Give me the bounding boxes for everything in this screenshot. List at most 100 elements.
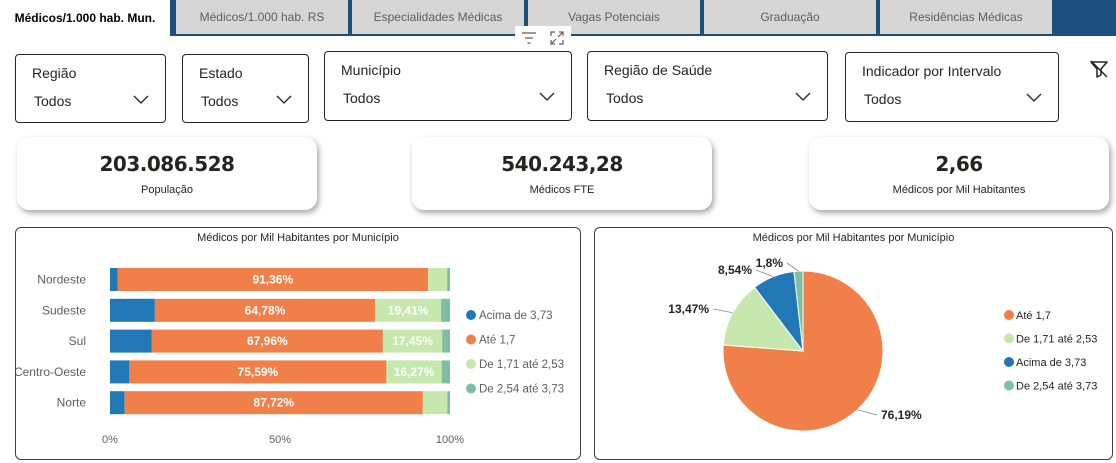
bar-segment (124, 391, 423, 415)
chevron-down-icon (1026, 93, 1042, 102)
bar-data-label: 75,59% (238, 365, 279, 379)
bar-category-label: Sudeste (42, 303, 86, 317)
tab-graduacao[interactable]: Graduação (704, 0, 876, 34)
slicer-label: Estado (199, 65, 243, 81)
tab-especialidades[interactable]: Especialidades Médicas (352, 0, 524, 34)
bar-data-label: 19,41% (388, 303, 429, 317)
kpi-caption: Médicos por Mil Habitantes (892, 183, 1026, 196)
bar-segment (110, 360, 130, 384)
pie-chart-panel[interactable]: Médicos por Mil Habitantes por Município… (594, 227, 1113, 460)
tab-medicos-mun[interactable]: Médicos/1.000 hab. Mun. (0, 0, 170, 36)
legend-label: Acima de 3,73 (479, 310, 553, 322)
bar-data-label: 67,96% (247, 334, 288, 348)
slicer-label: Município (341, 62, 401, 78)
slicer-regiao[interactable]: Região Todos (15, 54, 166, 123)
bar-segment (375, 298, 442, 322)
pie-chart: 76,19% 13,47% 8,54% 1,8% Até 1,7 De 1,71 até … (668, 256, 1097, 432)
bar-segment (129, 360, 387, 384)
chart-title: Médicos por Mil Habitantes por Município (197, 232, 399, 244)
bar-segment (447, 268, 450, 291)
legend-marker (1004, 357, 1014, 367)
x-tick-label: 0% (102, 434, 118, 446)
bar-data-label: 16,27% (394, 365, 435, 379)
filter-icon[interactable] (519, 28, 539, 48)
slicer-regiao-saude[interactable]: Região de Saúde Todos (587, 51, 828, 121)
kpi-caption: Médicos FTE (529, 183, 595, 196)
kpi-caption: População (141, 183, 193, 196)
bar-segment (442, 329, 450, 353)
kpi-value: 540.243,28 (501, 151, 623, 176)
kpi-value: 203.086.528 (99, 151, 235, 176)
pie-leader-line (712, 308, 733, 314)
clear-filters-icon[interactable] (1088, 58, 1110, 80)
tab-residencias[interactable]: Residências Médicas (880, 0, 1052, 34)
bar-category-label: Sul (69, 334, 86, 348)
bar-chart: Nordeste 91,36% Sudeste 64,78% 19,41% Sul 67,9… (16, 268, 564, 446)
bar-segment (151, 329, 383, 353)
slicer-estado[interactable]: Estado Todos (182, 54, 309, 123)
x-tick-label: 50% (269, 434, 291, 446)
bar-segment (422, 391, 448, 415)
legend-marker (466, 383, 476, 394)
slicer-label: Região de Saúde (604, 62, 713, 78)
pie-slice (722, 286, 805, 352)
legend-label: De 2,54 até 3,73 (479, 384, 564, 396)
tab-medicos-rs[interactable]: Médicos/1.000 hab. RS (176, 0, 348, 34)
legend-marker (1004, 310, 1014, 320)
slicer-value: Todos (343, 90, 381, 106)
bar-category-label: Centro-Oeste (16, 365, 86, 379)
bar-chart-panel[interactable]: Médicos por Mil Habitantes por Município… (15, 227, 581, 460)
slicer-value: Todos (34, 93, 72, 109)
pie-data-label: 1,8% (756, 256, 784, 270)
bar-data-label: 91,36% (252, 273, 293, 287)
bar-segment (110, 268, 118, 291)
kpi-medicos-mil-hab: 2,66 Médicos por Mil Habitantes (809, 137, 1109, 210)
bar-segment (447, 391, 450, 415)
chart-title: Médicos por Mil Habitantes por Município (752, 232, 955, 244)
legend-marker (466, 310, 476, 320)
bar-data-label: 64,78% (245, 303, 286, 317)
pie-leader-line (786, 262, 799, 272)
bar-segment (117, 268, 429, 291)
slicer-label: Indicador por Intervalo (862, 63, 1002, 79)
chevron-down-icon (539, 92, 555, 101)
slicer-municipio[interactable]: Município Todos (324, 51, 572, 121)
legend-marker (466, 359, 476, 369)
bar-segment (110, 298, 155, 322)
kpi-value: 2,66 (935, 151, 983, 176)
bar-segment (110, 329, 152, 353)
slicer-value: Todos (864, 91, 902, 107)
kpi-populacao: 203.086.528 População (17, 137, 317, 210)
pie-data-label: 76,19% (881, 408, 922, 422)
slicer-value: Todos (201, 93, 239, 109)
bar-segment (441, 298, 450, 322)
pie-data-label: 13,47% (668, 302, 709, 316)
slicer-value: Todos (606, 90, 644, 106)
bar-segment (428, 268, 448, 291)
bar-segment (382, 329, 443, 353)
legend-marker (1004, 333, 1014, 344)
chevron-down-icon (795, 92, 811, 101)
bar-segment (154, 298, 376, 322)
legend-label: Até 1,7 (479, 335, 515, 347)
kpi-medicos-fte: 540.243,28 Médicos FTE (412, 137, 712, 210)
legend-label: De 1,71 até 2,53 (1016, 334, 1097, 346)
legend-label: De 2,54 até 3,73 (1016, 381, 1097, 393)
pie-leader-line (755, 269, 774, 278)
pie-data-label: 8,54% (718, 263, 752, 277)
bar-category-label: Nordeste (37, 273, 86, 287)
slicer-indicador[interactable]: Indicador por Intervalo Todos (845, 52, 1059, 122)
chevron-down-icon (133, 95, 149, 104)
focus-mode-icon[interactable] (547, 28, 567, 48)
visual-header-icons (515, 26, 571, 50)
legend-label: Acima de 3,73 (1016, 357, 1086, 369)
bar-segment (441, 360, 450, 384)
x-tick-label: 100% (436, 434, 464, 446)
bar-data-label: 87,72% (253, 396, 294, 410)
legend-label: De 1,71 até 2,53 (479, 359, 564, 371)
bar-segment (110, 391, 125, 415)
bar-segment (386, 360, 442, 384)
pie-leader-line (857, 409, 878, 416)
slicer-label: Região (32, 65, 77, 81)
